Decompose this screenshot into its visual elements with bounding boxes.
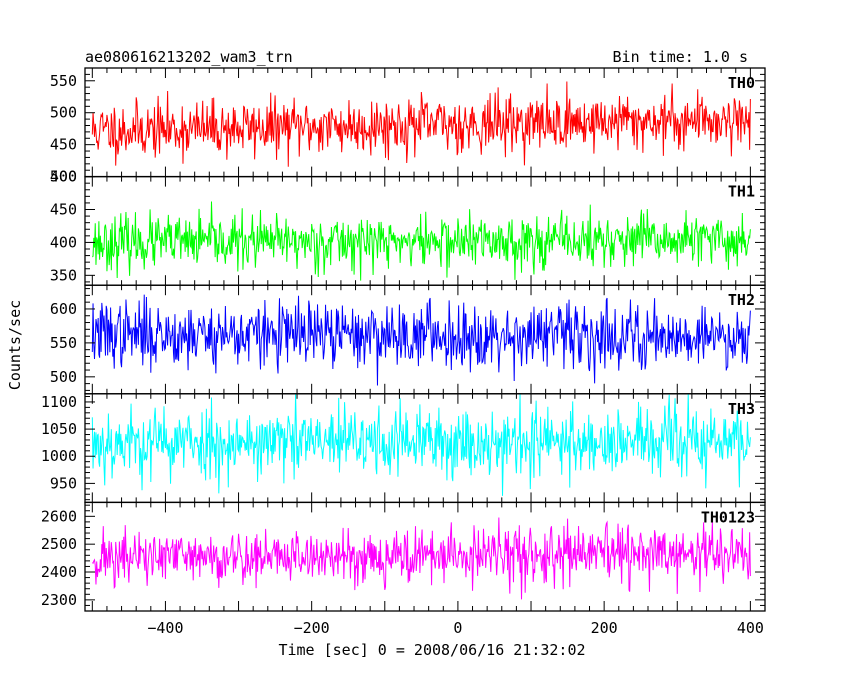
series-line-th3: [91, 393, 751, 496]
y-tick-label: 550: [50, 334, 77, 352]
y-tick-label: 1100: [41, 393, 77, 411]
panel-label-th0: TH0: [728, 74, 755, 92]
y-tick-label: 2400: [41, 563, 77, 581]
x-tick-label: −200: [294, 619, 330, 637]
series-line-th0123: [91, 517, 751, 600]
y-tick-label: 450: [50, 136, 77, 154]
panel-label-th1: TH1: [728, 183, 755, 201]
x-tick-label: 0: [453, 619, 462, 637]
x-axis: −400 −200 0 200 400: [147, 619, 764, 637]
panel-label-th3: TH3: [728, 400, 755, 418]
series-line-th0: [91, 81, 751, 167]
x-tick-label: −400: [147, 619, 183, 637]
y-tick-label: 2600: [41, 507, 77, 525]
y-tick-label: 1000: [41, 447, 77, 465]
y-tick-label: 550: [50, 72, 77, 90]
y-tick-label: 500: [50, 168, 77, 186]
x-tick-label: 400: [737, 619, 764, 637]
panel-frame: [84, 501, 766, 612]
panel-th0: 400 450 500 550 TH0: [50, 67, 766, 186]
y-axis-label: Counts/sec: [6, 300, 24, 390]
panel-group: 400 450 500 550 TH0 350 400 450 500 TH1 500 550 600 T…: [41, 67, 766, 612]
panel-label-th2: TH2: [728, 291, 755, 309]
y-tick-label: 600: [50, 300, 77, 318]
y-tick-label: 2500: [41, 535, 77, 553]
panel-th2: 500 550 600 TH2: [50, 284, 766, 395]
y-tick-label: 400: [50, 168, 77, 186]
y-tick-label: 500: [50, 104, 77, 122]
y-tick-label: 450: [50, 201, 77, 219]
x-axis-label: Time [sec] 0 = 2008/06/16 21:32:02: [278, 641, 585, 659]
y-tick-label: 400: [50, 233, 77, 251]
bin-time-label: Bin time: 1.0 s: [613, 48, 748, 66]
y-tick-label: 350: [50, 266, 77, 284]
panel-th0123: 2300 2400 2500 2600 TH0123: [41, 501, 766, 612]
series-line-th2: [91, 294, 751, 386]
panel-label-th0123: TH0123: [701, 508, 755, 526]
chart-title: ae080616213202_wam3_trn: [85, 48, 293, 66]
panel-th1: 350 400 450 500 TH1: [50, 168, 766, 286]
series-line-th1: [91, 201, 751, 281]
y-tick-label: 950: [50, 474, 77, 492]
y-tick-label: 2300: [41, 591, 77, 609]
y-tick-label: 1050: [41, 420, 77, 438]
panel-th3: 950 1000 1050 1100 TH3: [41, 393, 766, 504]
panel-frame: [84, 393, 766, 504]
x-tick-label: 200: [591, 619, 618, 637]
y-tick-label: 500: [50, 368, 77, 386]
